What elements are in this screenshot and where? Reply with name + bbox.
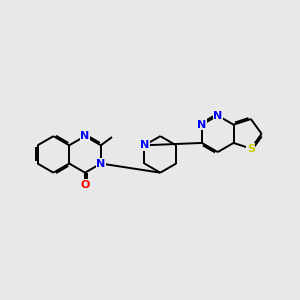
Text: N: N — [96, 158, 106, 169]
Text: N: N — [213, 110, 222, 121]
Text: N: N — [197, 120, 206, 130]
Text: N: N — [140, 140, 149, 150]
Text: N: N — [80, 131, 90, 141]
Text: O: O — [80, 180, 90, 190]
Text: S: S — [247, 144, 255, 154]
